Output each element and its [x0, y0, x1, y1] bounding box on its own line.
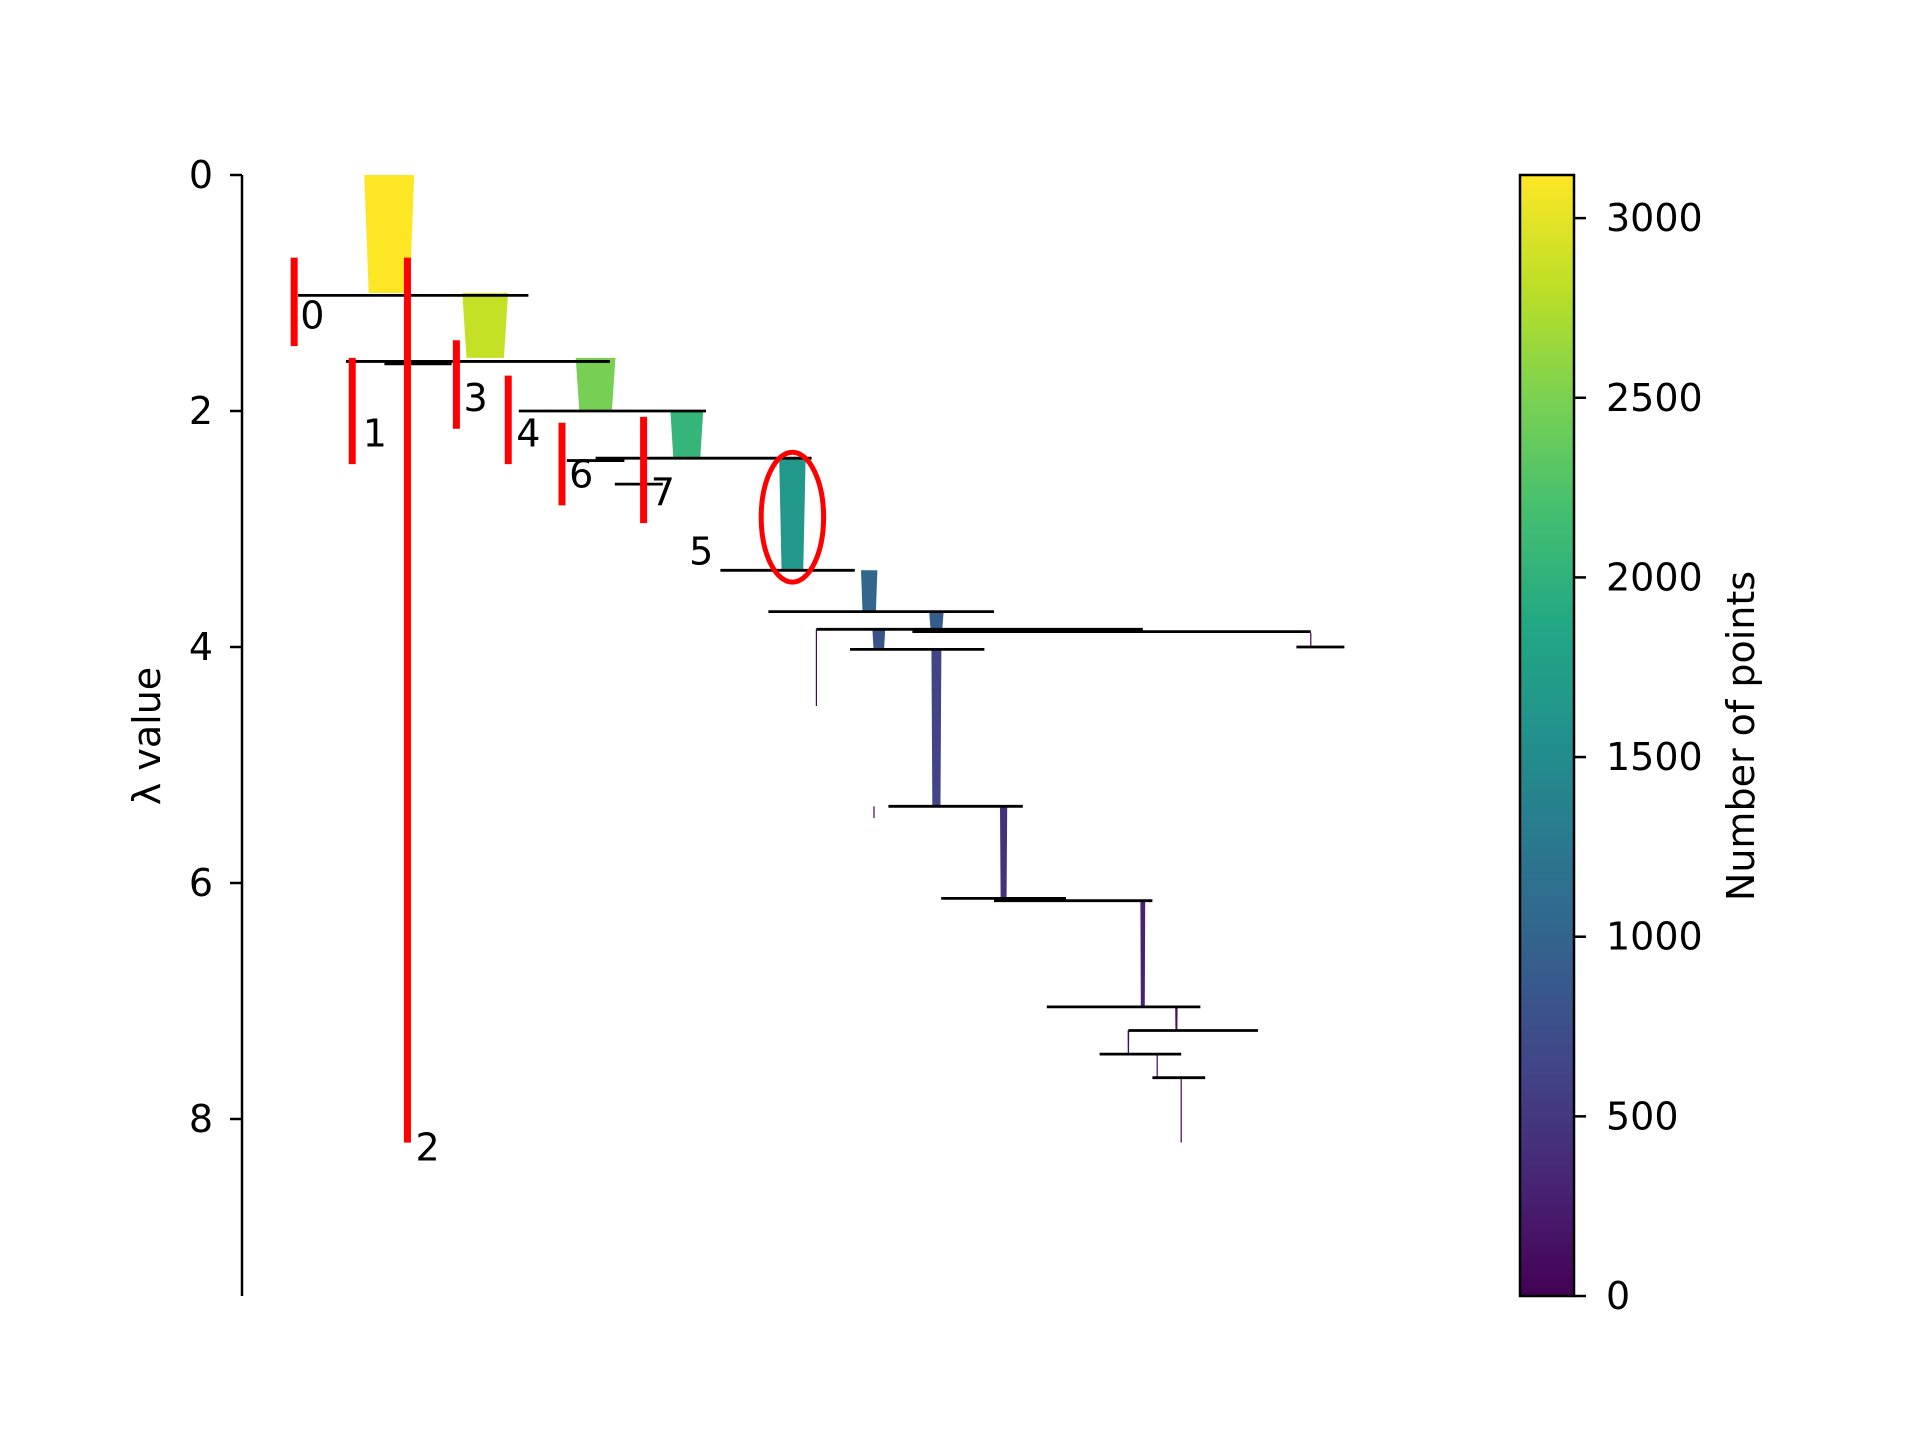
- branch-bar: [931, 649, 942, 807]
- y-axis: 0 2 4 6 8: [189, 153, 244, 1296]
- branch-bar: [779, 458, 806, 571]
- branch-bar: [1310, 632, 1312, 647]
- cluster-label: 5: [689, 529, 713, 573]
- colorbar-tick-label: 2500: [1606, 376, 1703, 420]
- cluster-label: 6: [569, 453, 593, 497]
- colorbar-label: Number of points: [1719, 571, 1763, 901]
- branch-bar: [462, 293, 509, 358]
- colorbar-tick-label: 1000: [1606, 915, 1703, 959]
- cluster-label: 1: [363, 411, 387, 455]
- branch-bar: [575, 357, 616, 411]
- branch-bar: [872, 629, 886, 650]
- y-tick-label: 0: [189, 153, 213, 197]
- branch-bar: [815, 629, 817, 706]
- cluster-label: 2: [416, 1125, 440, 1169]
- y-tick-label: 8: [189, 1097, 213, 1141]
- branch-bar: [1127, 1030, 1130, 1055]
- colorbar-ticks: 0 500 1000 1500 2000 2500 3000: [1574, 196, 1703, 1318]
- selection-layer: 0 1 2 346 75: [290, 257, 827, 1169]
- branch-bar: [1156, 1054, 1158, 1078]
- branch-bar: [1140, 900, 1146, 1007]
- y-tick-label: 4: [189, 625, 213, 669]
- cluster-label: 0: [300, 293, 324, 337]
- branch-bar: [999, 806, 1008, 901]
- colorbar-tick-label: 500: [1606, 1094, 1679, 1138]
- highlight-ellipse: [758, 449, 827, 585]
- branch-bar: [873, 806, 875, 819]
- branch-bar: [1175, 1006, 1178, 1031]
- branch-bar: [929, 611, 944, 630]
- colorbar-tick-label: 2000: [1606, 555, 1703, 599]
- branches-layer: [364, 175, 1312, 1143]
- cluster-label: 3: [464, 376, 488, 420]
- branch-bar: [670, 411, 704, 459]
- y-tick-label: 2: [189, 389, 213, 433]
- y-tick-label: 6: [189, 861, 213, 905]
- colorbar-tick-label: 3000: [1606, 196, 1703, 240]
- branch-bar: [364, 175, 415, 293]
- splits-layer: [298, 293, 1345, 1080]
- colorbar-tick-label: 0: [1606, 1274, 1630, 1318]
- cluster-label: 4: [516, 411, 540, 455]
- y-axis-label: λ value: [125, 667, 169, 805]
- branch-bar: [1180, 1077, 1182, 1143]
- branch-bar: [861, 570, 878, 612]
- colorbar-gradient: [1518, 173, 1576, 1298]
- colorbar: 0 500 1000 1500 2000 2500 3000 Number of point…: [1518, 173, 1763, 1318]
- cluster-label: 7: [651, 470, 675, 514]
- colorbar-tick-label: 1500: [1606, 735, 1703, 779]
